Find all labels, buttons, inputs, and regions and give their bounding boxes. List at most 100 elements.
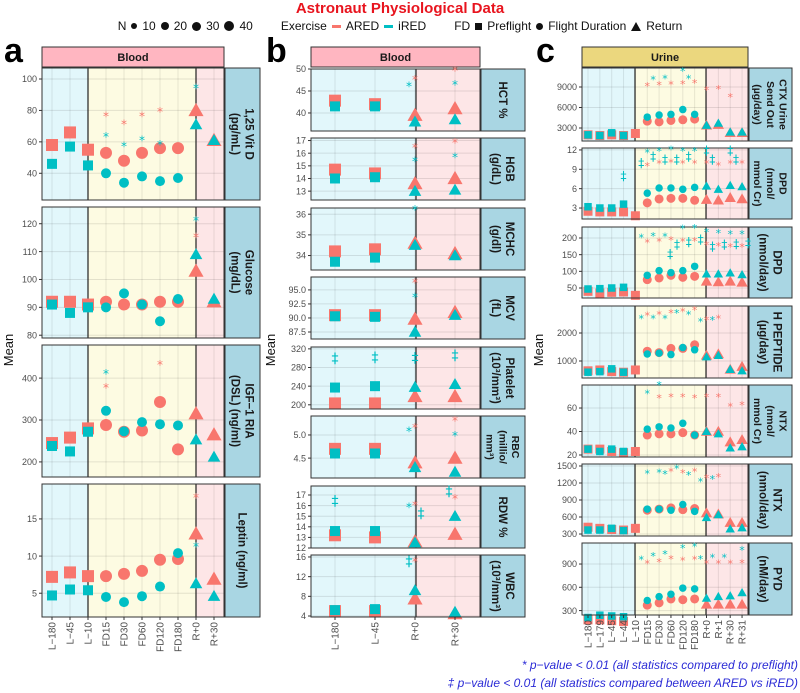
data-point-ared — [64, 566, 76, 579]
data-point-ired — [207, 133, 221, 146]
facet-label-line: Platelet — [503, 358, 515, 399]
significance-star: * — [739, 544, 745, 557]
data-point-ired — [207, 589, 221, 601]
x-tick-label: FD15 — [643, 620, 654, 645]
facet-label-line: PYD — [770, 567, 782, 591]
data-point-ired — [655, 349, 663, 357]
significance-star: * — [639, 232, 645, 245]
significance-star: * — [721, 551, 727, 564]
data-point-ared — [172, 142, 184, 155]
significance-star: * — [656, 236, 662, 249]
data-point-ired — [408, 115, 422, 127]
data-point-ared — [407, 591, 423, 605]
significance-star: * — [650, 312, 656, 325]
significance-star: * — [412, 276, 418, 290]
significance-dagger: ‡ — [727, 143, 733, 157]
y-tick-label: 16 — [296, 552, 306, 562]
data-point-ired — [655, 184, 663, 192]
x-tick-label: FD60 — [666, 620, 677, 645]
facet-strip — [480, 68, 526, 132]
facet-strip — [748, 384, 793, 458]
y-tick-label: 4.5 — [293, 453, 306, 463]
facet-label-line: mmol Cr) — [751, 160, 763, 206]
facet-strip — [480, 276, 526, 340]
data-point-ared — [154, 395, 166, 408]
y-tick-label: 36 — [296, 209, 306, 219]
data-point-ired — [408, 184, 422, 196]
significance-star: * — [692, 145, 698, 158]
significance-star: * — [692, 392, 698, 405]
y-tick-label: 3000 — [557, 123, 577, 133]
legend-n: N 10 20 30 40 — [118, 19, 253, 33]
significance-star: * — [704, 84, 710, 97]
significance-star: * — [692, 158, 698, 171]
data-point-ired — [643, 505, 651, 513]
data-point-ired — [701, 426, 712, 436]
significance-star: * — [645, 80, 651, 93]
data-point-ired — [643, 350, 651, 358]
legend-exercise-title: Exercise — [280, 19, 327, 33]
legend-fd: FD Preflight Flight Duration Return — [454, 19, 682, 33]
facet-label-line: HGB — [503, 156, 515, 182]
legend-n-30: 30 — [206, 19, 220, 33]
y-tick-label: 600 — [562, 512, 577, 522]
data-point-ired — [713, 510, 724, 519]
data-point-ared — [642, 430, 652, 440]
data-point-ired — [137, 299, 147, 310]
facet-label: HGB(g/dL) — [489, 153, 515, 185]
x-tick-label: FD30 — [120, 622, 131, 647]
phase-background — [582, 543, 635, 615]
facet-border — [310, 485, 481, 549]
triangle-icon — [631, 21, 642, 31]
data-point-ared — [654, 194, 664, 204]
data-point-ired — [370, 448, 380, 459]
data-point-ared — [447, 170, 463, 185]
data-point-ired — [679, 584, 687, 592]
y-tick-label: 8 — [301, 592, 306, 602]
x-tick-label: R+0 — [411, 622, 422, 641]
significance-star: * — [656, 379, 662, 392]
data-point-ared — [188, 263, 204, 277]
facet-label: 1,25 Vit D(pg/mL) — [229, 108, 255, 160]
data-point-ired — [596, 131, 604, 140]
facet-label-line: HCT % — [496, 81, 508, 118]
facet-label-line: WBC — [503, 572, 515, 599]
facet-strip — [748, 67, 793, 142]
data-point-ired — [737, 523, 747, 532]
facet-border — [581, 463, 749, 537]
phase-background — [311, 416, 416, 478]
significance-star: * — [645, 467, 651, 480]
facet-border — [41, 67, 225, 201]
y-tick-label: 6 — [572, 184, 577, 194]
y-tick-label: 240 — [291, 381, 306, 391]
data-point-ared — [654, 273, 664, 283]
data-point-ared — [678, 428, 688, 438]
data-point-ired — [448, 605, 462, 617]
phase-background — [635, 68, 706, 141]
data-point-ared — [583, 206, 593, 216]
facet-border — [581, 226, 749, 299]
data-point-ared — [407, 388, 423, 403]
facet-label-line: DPD — [776, 172, 788, 195]
size-dot-icon — [192, 21, 202, 31]
size-dot-icon — [131, 23, 138, 29]
data-point-ared — [369, 243, 381, 256]
y-tick-label: 60 — [27, 137, 37, 147]
facet-strip — [480, 207, 526, 271]
y-tick-label: 1200 — [557, 478, 577, 488]
significance-star: * — [680, 236, 686, 249]
data-point-ired — [83, 585, 93, 596]
footnote-dagger: ‡ p−value < 0.01 (all statistics compare… — [447, 676, 798, 690]
data-point-ired — [737, 182, 747, 191]
y-tick-label: 12 — [296, 572, 306, 582]
significance-star: * — [698, 315, 704, 328]
facet-strip — [224, 67, 261, 201]
data-point-ired — [643, 596, 651, 605]
data-point-ared — [136, 424, 148, 437]
phase-background — [416, 208, 480, 270]
facet-label: IGF−1 RIA(DSL) (ng/ml) — [229, 375, 255, 447]
facet-label-line: IGF−1 RIA — [242, 383, 254, 438]
data-point-ired — [370, 604, 380, 615]
